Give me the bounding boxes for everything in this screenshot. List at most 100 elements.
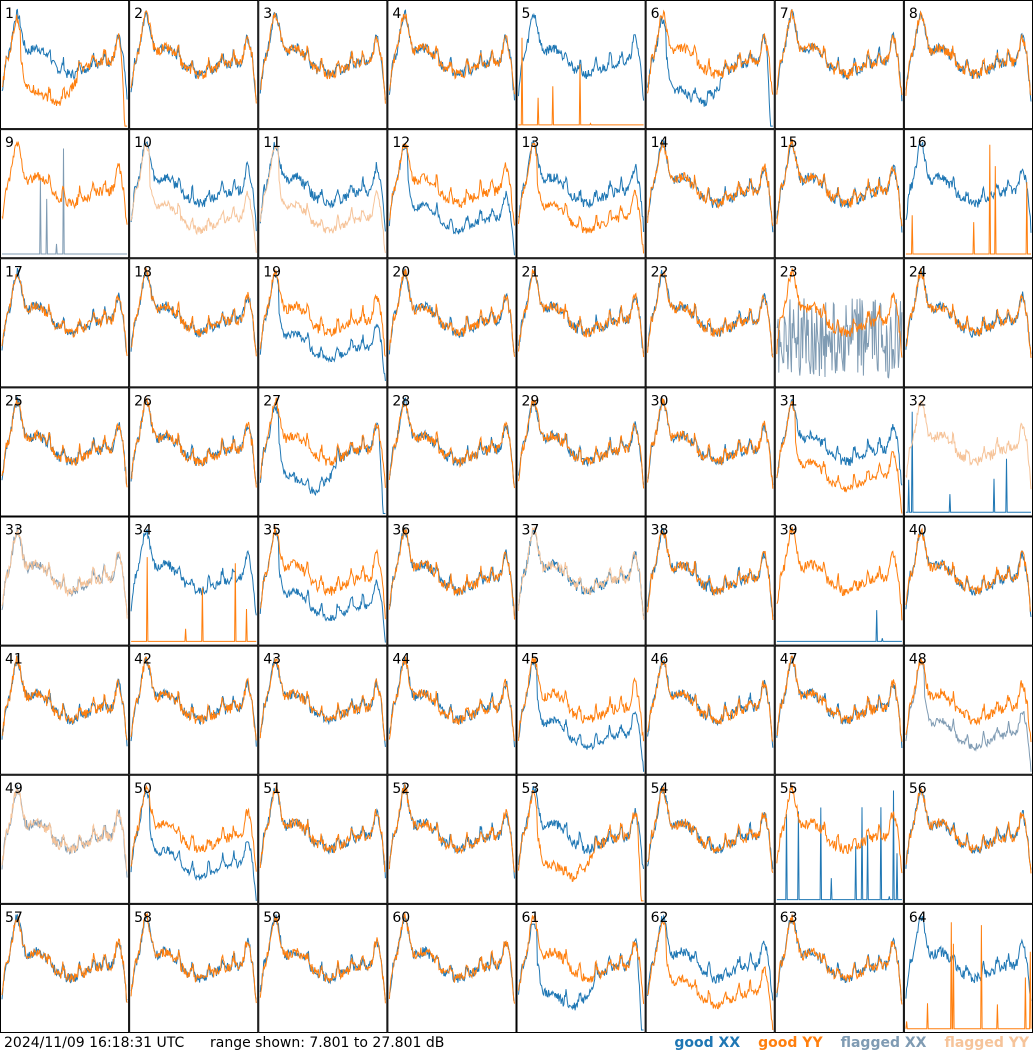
series-yy-7 [776,8,903,96]
series-yy-33 [1,529,128,619]
panel-37: 37 [516,516,646,646]
series-yy-39 [776,526,903,621]
panel-label: 17 [5,264,23,280]
series-yy-18 [130,266,257,357]
series-xx-16 [905,142,1032,233]
panel-label: 32 [909,393,927,409]
series-xx-13 [518,140,645,233]
panel-label: 30 [651,393,669,409]
panel-frame [774,258,904,388]
panel-59: 59 [258,903,388,1033]
series-yy-15 [776,139,903,227]
series-xx-32 [905,411,1031,513]
legend-flagged-xx: flagged XX [840,1035,927,1051]
legend-good-xx: good XX [674,1035,741,1051]
series-xx-9 [2,148,128,255]
series-yy-32 [905,400,1032,490]
panel-42: 42 [129,645,259,775]
panel-label: 37 [522,523,540,539]
series-yy-6 [647,9,774,95]
panel-38: 38 [645,516,775,646]
series-xx-39 [776,610,902,642]
series-yy-29 [518,398,645,489]
panel-12: 12 [387,129,517,259]
series-xx-5 [518,12,645,101]
panel-label: 18 [134,264,152,280]
panel-64: 64 [903,903,1033,1033]
panel-label: 63 [780,910,798,926]
panel-6: 6 [645,0,775,130]
panel-label: 62 [651,910,669,926]
series-yy-35 [259,526,386,620]
series-yy-48 [905,657,1032,743]
panel-frame [903,387,1033,517]
series-yy-16 [905,144,1031,255]
series-yy-21 [518,269,645,358]
panel-label: 55 [780,781,798,797]
panel-label: 58 [134,910,152,926]
panel-35: 35 [258,516,388,646]
series-yy-24 [905,268,1032,358]
panel-36: 36 [387,516,517,646]
series-yy-11 [259,144,386,254]
series-yy-1 [1,14,128,127]
series-yy-37 [518,525,645,620]
panel-label: 6 [651,6,660,22]
panel-label: 9 [5,135,14,151]
panel-label: 29 [522,393,540,409]
series-yy-30 [647,398,774,489]
series-xx-12 [388,143,515,256]
series-yy-19 [259,269,386,357]
series-yy-53 [518,790,644,902]
panel-label: 20 [392,264,410,280]
series-yy-49 [1,786,128,872]
series-yy-44 [388,656,515,742]
panel-label: 3 [263,6,272,22]
panel-label: 47 [780,652,798,668]
series-xx-23 [776,298,903,379]
series-yy-23 [776,268,903,358]
panel-3: 3 [258,0,388,130]
panel-label: 7 [780,6,789,22]
series-yy-63 [776,914,903,1005]
series-yy-10 [130,143,257,253]
series-yy-36 [388,527,515,620]
series-yy-31 [776,400,903,514]
panel-44: 44 [387,645,517,775]
panel-4: 4 [387,0,517,130]
series-yy-54 [647,786,774,874]
panel-58: 58 [129,903,259,1033]
panel-label: 26 [134,393,152,409]
series-yy-50 [130,784,257,872]
panel-29: 29 [516,387,646,517]
series-yy-26 [130,397,257,488]
panel-26: 26 [129,387,259,517]
panel-20: 20 [387,258,517,388]
panel-frame [774,774,904,904]
series-yy-9 [1,141,128,225]
panel-62: 62 [645,903,775,1033]
series-yy-56 [905,787,1032,874]
panel-label: 52 [392,781,410,797]
panel-13: 13 [516,129,646,259]
series-yy-34 [131,557,257,642]
panel-18: 18 [129,258,259,388]
series-yy-62 [647,921,774,1031]
range-readout: range shown: 7.801 to 27.801 dB [210,1035,445,1051]
panel-5: 5 [516,0,646,130]
series-yy-41 [1,655,128,741]
series-xx-10 [130,141,257,232]
panel-label: 27 [263,393,281,409]
panel-label: 61 [522,910,540,926]
panel-55: 55 [774,774,904,904]
panel-frame [129,129,259,259]
panel-11: 11 [258,129,388,259]
series-yy-13 [518,142,645,254]
series-yy-55 [776,785,903,874]
panel-label: 1 [5,6,14,22]
panel-label: 2 [134,6,143,22]
series-yy-40 [905,527,1032,612]
panel-label: 8 [909,6,918,22]
panel-24: 24 [903,258,1033,388]
panel-label: 11 [263,135,281,151]
